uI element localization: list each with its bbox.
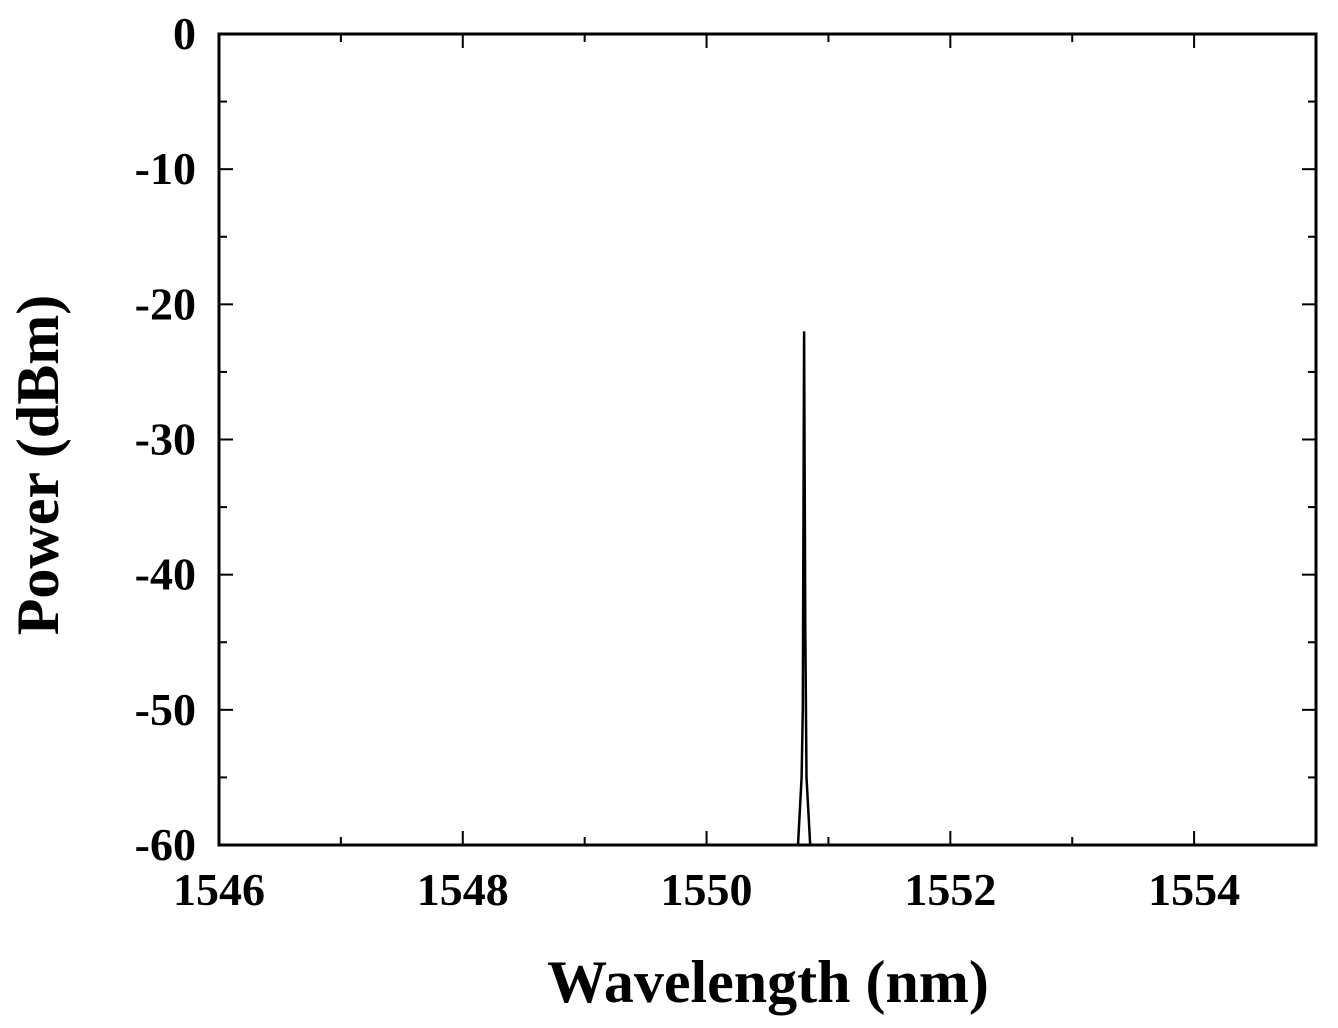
x-tick-label: 1554: [1148, 864, 1240, 915]
y-tick-label: -10: [135, 143, 196, 194]
x-tick-labels: 1546 1548 1550 1552 1554: [173, 864, 1240, 915]
y-tick-label: -50: [135, 684, 196, 735]
x-tick-label: 1550: [661, 864, 753, 915]
x-tick-label: 1548: [417, 864, 509, 915]
y-tick-label: -20: [135, 278, 196, 329]
x-tick-label: 1546: [173, 864, 265, 915]
y-tick-label: -60: [135, 819, 196, 870]
series-layer: [219, 331, 1316, 847]
y-tick-label: 0: [173, 8, 196, 59]
x-axis-title: Wavelength (nm): [547, 949, 989, 1015]
x-tick-label: 1552: [904, 864, 996, 915]
y-tick-label: -40: [135, 549, 196, 600]
y-tick-label: -30: [135, 414, 196, 465]
plot-frame: [217, 32, 1318, 847]
axis-ticks: [218, 33, 1317, 846]
spectrum-line: [219, 331, 1316, 847]
y-axis-title: Power (dBm): [5, 295, 71, 636]
y-tick-labels: 0 -10 -20 -30 -40 -50 -60: [135, 8, 196, 870]
